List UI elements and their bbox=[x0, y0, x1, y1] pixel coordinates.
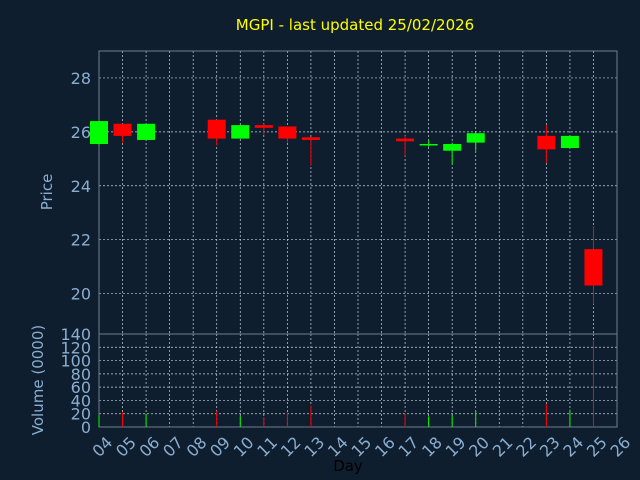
candle-04 bbox=[90, 121, 108, 146]
candle-body bbox=[90, 121, 108, 144]
volume-plot-frame bbox=[98, 333, 618, 428]
candle-20 bbox=[466, 133, 485, 151]
volume-bars bbox=[98, 340, 594, 427]
candle-13 bbox=[301, 137, 320, 166]
candle-body bbox=[231, 125, 250, 139]
candle-body bbox=[396, 138, 415, 142]
candle-06 bbox=[137, 123, 156, 140]
candle-09 bbox=[207, 119, 226, 146]
candle-25 bbox=[584, 226, 603, 305]
candle-18 bbox=[419, 139, 438, 147]
candle-body bbox=[301, 137, 320, 140]
candle-body bbox=[419, 143, 438, 146]
candle-body bbox=[137, 123, 156, 140]
candle-body bbox=[254, 125, 273, 128]
volume-y-tick-label: 120 bbox=[60, 338, 91, 357]
candle-10 bbox=[231, 125, 250, 139]
volume-axis-label: Volume (0000) bbox=[29, 325, 47, 435]
price-y-tick-label: 24 bbox=[71, 177, 91, 196]
candle-body bbox=[443, 143, 462, 151]
candle-24 bbox=[560, 135, 579, 149]
volume-y-tick-label: 60 bbox=[71, 378, 91, 397]
candle-12 bbox=[278, 126, 297, 143]
candle-11 bbox=[254, 123, 273, 135]
candle-body bbox=[278, 126, 297, 139]
day-x-ticks: 0405060708091011121314151617181920212223… bbox=[88, 433, 634, 461]
price-y-ticks: 20 22 24 26 28 bbox=[71, 69, 91, 304]
candles bbox=[90, 119, 603, 305]
volume-y-tick-label: 40 bbox=[71, 391, 91, 410]
volume-y-tick-label: 100 bbox=[60, 352, 91, 371]
candle-23 bbox=[537, 125, 556, 163]
volume-y-tick-label: 80 bbox=[71, 365, 91, 384]
price-grid bbox=[98, 51, 618, 334]
candle-17 bbox=[396, 135, 415, 157]
volume-y-tick-label: 0 bbox=[81, 418, 91, 437]
candle-body bbox=[537, 135, 556, 150]
candle-19 bbox=[443, 142, 462, 165]
candle-body bbox=[560, 135, 579, 149]
candle-body bbox=[207, 119, 226, 139]
candle-05 bbox=[113, 123, 132, 143]
volume-y-tick-label: 20 bbox=[71, 405, 91, 424]
price-y-tick-label: 28 bbox=[71, 69, 91, 88]
x-tick-label: 26 bbox=[606, 433, 634, 461]
price-y-tick-label: 26 bbox=[71, 123, 91, 142]
chart-title: MGPI - last updated 25/02/2026 bbox=[236, 16, 474, 34]
price-y-tick-label: 20 bbox=[71, 285, 91, 304]
candle-body bbox=[584, 249, 603, 286]
candle-body bbox=[466, 133, 485, 143]
volume-y-tick-label: 140 bbox=[60, 325, 91, 344]
candle-body bbox=[113, 123, 132, 136]
x-axis-label: Day bbox=[333, 457, 363, 475]
price-y-tick-label: 22 bbox=[71, 231, 91, 250]
volume-grid bbox=[98, 334, 618, 427]
price-axis-label: Price bbox=[38, 174, 56, 211]
